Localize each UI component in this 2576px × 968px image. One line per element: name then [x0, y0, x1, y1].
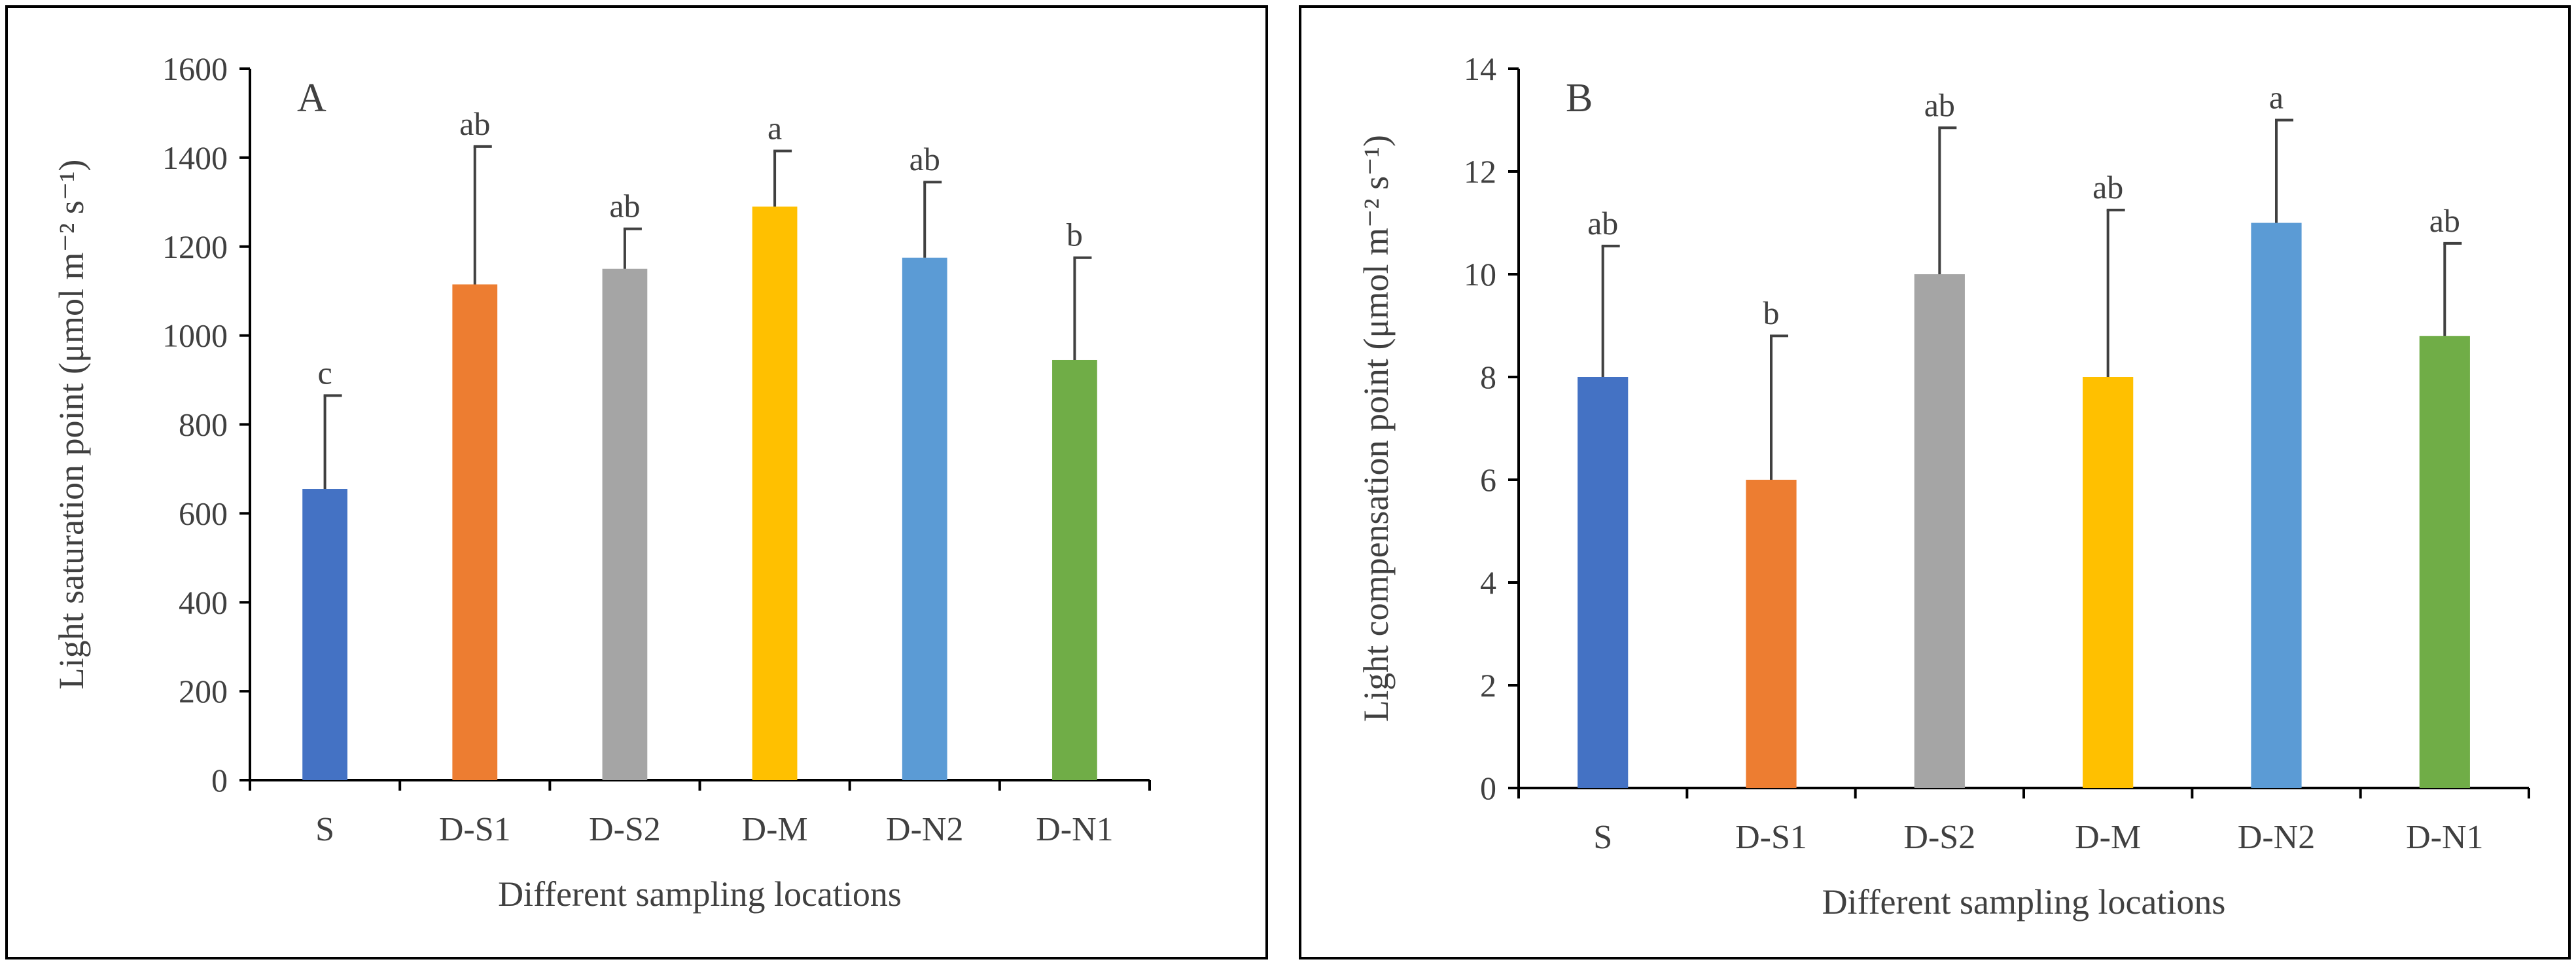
chart-b-panel-letter: B [1566, 76, 1593, 120]
chart-b-ytick-label: 12 [1464, 153, 1496, 190]
chart-a-bar-d-s1 [452, 284, 498, 780]
chart-a-bar-d-m [752, 206, 798, 780]
chart-b-bar-d-m [2083, 377, 2134, 788]
chart-b-xtick-label: D-N2 [2238, 819, 2315, 856]
chart-a-bar-d-s2 [602, 268, 648, 780]
chart-a-xtick-label: D-S2 [589, 811, 661, 848]
chart-b-bar-s [1578, 377, 1629, 788]
chart-a-ytick-label: 400 [179, 584, 228, 620]
chart-b-ytick-label: 4 [1480, 564, 1496, 601]
chart-b-sig-label: ab [2429, 202, 2460, 239]
chart-b-sig-label: ab [1587, 205, 1618, 242]
chart-a-ytick-label: 600 [179, 495, 228, 531]
chart-a-ytick-label: 1400 [162, 139, 228, 176]
chart-a-bar-s [302, 489, 347, 780]
chart-a-sig-label: a [768, 110, 782, 147]
chart-b-sig-label: ab [2092, 169, 2123, 206]
chart-a-sig-label: b [1067, 217, 1083, 253]
chart-b-ytick-label: 2 [1480, 667, 1496, 704]
chart-a-xtick-label: D-N1 [1036, 811, 1113, 848]
chart-a-bar-d-n1 [1052, 359, 1097, 780]
chart-b-bar-d-s2 [1914, 274, 1965, 788]
chart-a-panel-letter: A [297, 76, 326, 120]
chart-a-ytick-label: 0 [211, 762, 228, 798]
chart-b-x-axis-title: Different sampling locations [1822, 882, 2226, 922]
chart-b-sig-label: ab [1924, 86, 1955, 123]
chart-b-xtick-label: D-S1 [1735, 819, 1807, 856]
chart-a-xtick-label: D-N2 [886, 811, 963, 848]
chart-b-xtick-label: D-M [2075, 819, 2141, 856]
chart-b-bar-d-n1 [2419, 336, 2470, 788]
chart-b-xtick-label: D-N1 [2406, 819, 2483, 856]
chart-b-sig-label: b [1763, 295, 1780, 331]
chart-a-xtick-label: D-M [742, 811, 808, 848]
chart-a-ytick-label: 1600 [162, 50, 228, 87]
chart-a-xtick-label: S [315, 811, 334, 848]
chart-b-y-axis-title: Light compensation point (μmol m⁻² s⁻¹) [1356, 135, 1396, 722]
chart-a-bar-d-n2 [902, 257, 947, 780]
chart-b-xtick-label: S [1593, 819, 1612, 856]
chart-b-sig-label: a [2269, 79, 2284, 116]
chart-b-svg: 0 2 4 6 8 10 12 14 ab Sb D-S1 ab D-S2 ab D-M a D-N2 ab D-N… [1356, 50, 2530, 922]
chart-a-y-axis-title: Light saturation point (μmol m⁻² s⁻¹) [52, 160, 91, 690]
chart-b-ytick-label: 0 [1480, 770, 1496, 806]
chart-a-ytick-label: 1200 [162, 228, 228, 265]
chart-b-bar-d-s1 [1746, 480, 1797, 788]
chart-a-sig-label: ab [609, 188, 640, 224]
chart-a-ytick-label: 200 [179, 673, 228, 709]
chart-a-sig-label: ab [459, 105, 490, 142]
chart-b-ytick-label: 10 [1464, 256, 1496, 293]
chart-a-svg: 02004006008001000120014001600cSabD-S1abD… [52, 50, 1151, 914]
chart-a-xtick-label: D-S1 [439, 811, 511, 848]
chart-a-ytick-label: 800 [179, 406, 228, 443]
chart-b-ytick-label: 6 [1480, 461, 1496, 498]
chart-a-sig-label: ab [909, 141, 940, 177]
chart-b-ytick-label: 14 [1464, 50, 1496, 87]
chart-b-xtick-label: D-S2 [1903, 819, 1975, 856]
chart-b-ytick-label: 8 [1480, 359, 1496, 395]
chart-a-ytick-label: 1000 [162, 317, 228, 354]
chart-a-sig-label: c [317, 354, 332, 391]
chart-a-x-axis-title: Different sampling locations [498, 874, 902, 914]
chart-b-bar-d-n2 [2251, 223, 2302, 788]
